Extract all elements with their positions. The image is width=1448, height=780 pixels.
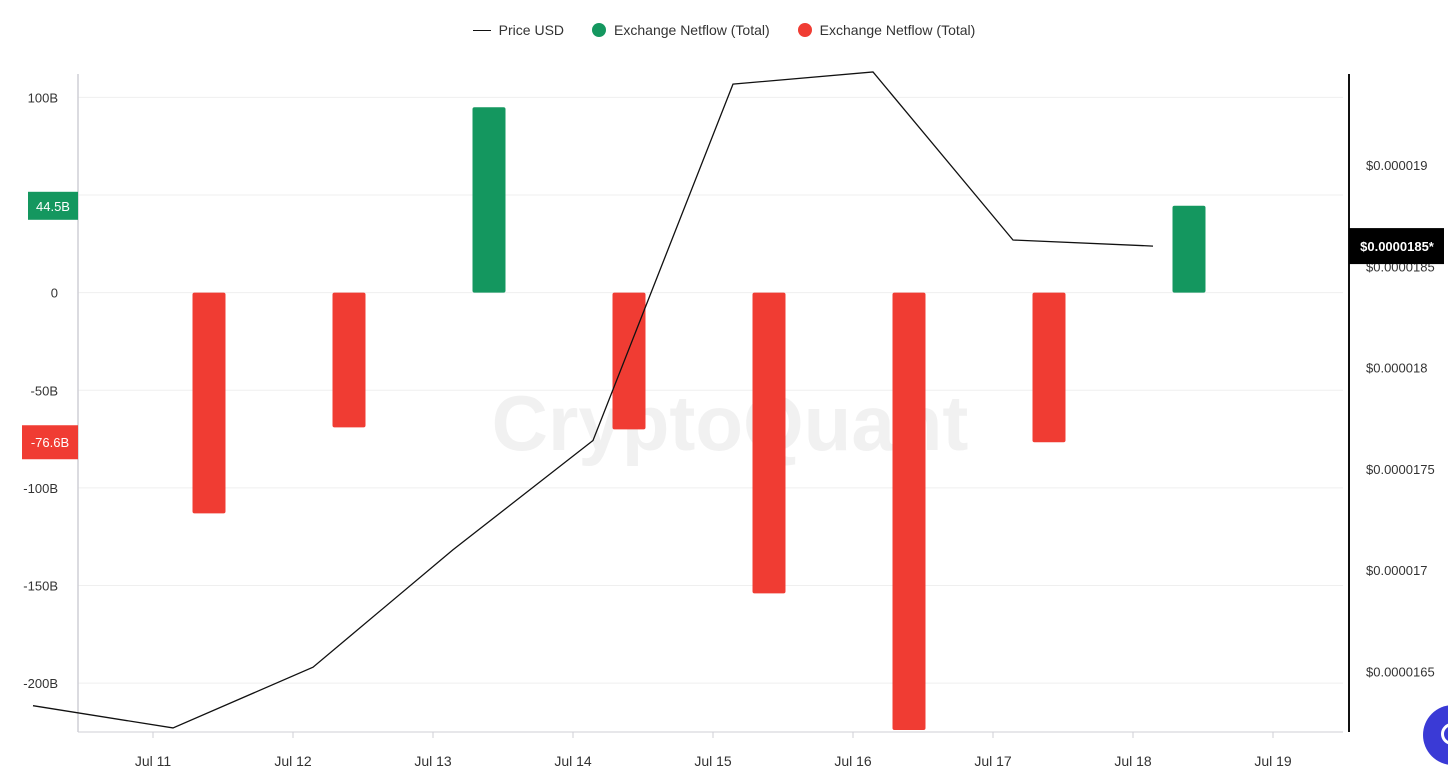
- netflow-bar[interactable]: [332, 292, 366, 428]
- legend-item-outflow[interactable]: Exchange Netflow (Total): [797, 22, 976, 38]
- left-axis-tick-label: -100B: [23, 481, 58, 496]
- green-dot-swatch: [592, 23, 607, 37]
- price-line: [32, 71, 1154, 729]
- netflow-bar[interactable]: [612, 292, 646, 430]
- x-axis-tick-label: Jul 11: [135, 753, 172, 769]
- right-axis-tick-label: $0.000018: [1366, 361, 1427, 376]
- x-axis-tick-label: Jul 13: [414, 753, 452, 769]
- negative-value-badge-text: -76.6B: [31, 435, 69, 450]
- right-axis-tick-label: $0.000017: [1366, 563, 1427, 578]
- positive-value-badge: [28, 191, 78, 220]
- x-axis-tick-label: Jul 12: [274, 753, 312, 769]
- netflow-bar[interactable]: [752, 292, 786, 594]
- left-axis-tick-label: 0: [51, 286, 58, 301]
- x-axis-tick-label: Jul 18: [1114, 753, 1152, 769]
- left-axis-tick-label: -50B: [31, 383, 58, 398]
- netflow-bar[interactable]: [192, 292, 226, 514]
- legend-label-outflow: Exchange Netflow (Total): [819, 22, 976, 38]
- legend-label-price: Price USD: [498, 22, 565, 38]
- netflow-bar[interactable]: [1172, 205, 1206, 293]
- right-axis-tick-label: $0.0000175: [1366, 462, 1435, 477]
- x-axis-tick-label: Jul 17: [974, 753, 1012, 769]
- red-dot-swatch: [797, 23, 812, 37]
- watermark: CryptoQuant: [492, 379, 969, 467]
- x-axis-tick-label: Jul 19: [1254, 753, 1292, 769]
- positive-value-badge-text: 44.5B: [36, 199, 70, 214]
- price-value-badge: [1349, 228, 1444, 265]
- x-axis-tick-label: Jul 14: [554, 753, 592, 769]
- left-axis-tick-label: -200B: [23, 676, 58, 691]
- netflow-bar[interactable]: [472, 107, 506, 293]
- right-axis-tick-label: $0.000019: [1366, 158, 1427, 173]
- negative-value-badge: [22, 425, 78, 460]
- chart-legend: Price USD Exchange Netflow (Total) Excha…: [0, 22, 1448, 38]
- chat-icon: [1441, 723, 1448, 745]
- x-axis-tick-label: Jul 15: [694, 753, 732, 769]
- legend-label-inflow: Exchange Netflow (Total): [614, 22, 770, 38]
- netflow-bar[interactable]: [1032, 292, 1066, 443]
- legend-item-price[interactable]: Price USD: [472, 22, 565, 38]
- legend-item-inflow[interactable]: Exchange Netflow (Total): [592, 22, 770, 38]
- x-axis-tick-label: Jul 16: [834, 753, 872, 769]
- right-axis-tick-label: $0.0000165: [1366, 664, 1435, 679]
- left-axis-tick-label: 100B: [28, 90, 58, 105]
- price-line-swatch: [472, 29, 491, 31]
- price-value-badge-text: $0.0000185*: [1360, 239, 1435, 254]
- left-axis-tick-label: -150B: [23, 579, 58, 594]
- netflow-bar[interactable]: [892, 292, 926, 731]
